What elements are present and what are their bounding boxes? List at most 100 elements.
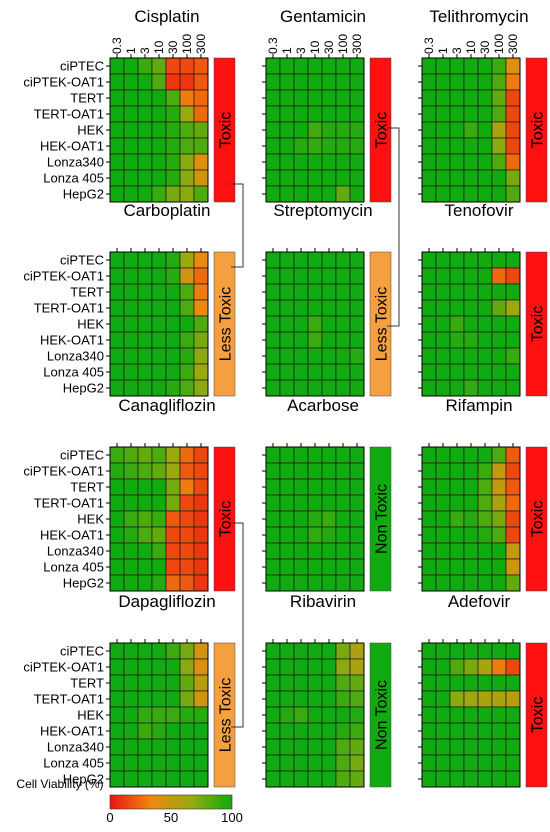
heat-cell [321,510,337,528]
heat-cell [463,478,479,496]
heat-cell [179,754,195,772]
heat-cell [491,658,507,676]
heat-cell [435,706,451,724]
heat-cell [165,121,181,139]
heat-cell [193,754,209,772]
heat-cell [293,299,309,317]
heat-cell [123,574,139,592]
heat-cell [477,89,493,107]
heat-cell [421,770,437,788]
heat-cell [151,121,167,139]
heat-cell [435,283,451,301]
heat-cell [477,642,493,660]
heat-cell [349,57,365,75]
heat-cell [151,770,167,788]
heat-cell [449,89,465,107]
colorbar-title: Cell Viability (%) [16,777,103,791]
heat-cell [151,89,167,107]
heat-cell [193,526,209,544]
heat-cell [293,738,309,756]
heat-cell [335,494,351,512]
heat-cell [179,169,195,187]
heat-cell [335,738,351,756]
heat-cell [293,267,309,285]
heat-cell [165,462,181,480]
heat-cell [179,267,195,285]
heat-cell [321,478,337,496]
heat-cell [137,494,153,512]
heat-cell [307,299,323,317]
classification-bar [369,446,392,592]
heat-cell [435,462,451,480]
heat-cell [265,510,281,528]
heat-cell [477,542,493,560]
heat-cell [421,379,437,397]
cell-line-label: ciPTEC [60,59,104,74]
heat-cell [421,169,437,187]
heat-cell [463,137,479,155]
heat-cell [321,446,337,464]
heat-cell [123,510,139,528]
cell-line-label: ciPTEK-OAT1 [23,660,104,675]
heat-cell [193,121,209,139]
heat-cell [463,251,479,269]
heat-cell [463,526,479,544]
heat-cell [477,169,493,187]
cell-line-label: TERT [70,285,104,300]
heat-cell [109,494,125,512]
heat-cell [109,347,125,365]
heat-cell [463,510,479,528]
heat-cell [491,510,507,528]
heat-cell [307,770,323,788]
heat-cell [123,251,139,269]
heat-cell [137,446,153,464]
heat-cell [179,299,195,317]
heat-cell [349,526,365,544]
heat-cell [123,267,139,285]
heat-cell [335,642,351,660]
heat-cell [477,73,493,91]
heat-cell [449,510,465,528]
heat-cell [179,526,195,544]
heat-cell [321,558,337,576]
heat-cell [151,363,167,381]
heat-cell [179,153,195,171]
heat-cell [165,690,181,708]
heat-cell [449,526,465,544]
cell-line-label: TERT [70,91,104,106]
heat-cell [265,267,281,285]
heat-cell [293,770,309,788]
heat-cell [463,642,479,660]
heat-cell [449,315,465,333]
cell-line-label: Lonza 405 [43,756,104,771]
heat-cell [435,137,451,155]
heat-cell [449,446,465,464]
heat-cell [421,105,437,123]
heat-cell [193,137,209,155]
heat-cell [421,137,437,155]
classification-bar [213,251,236,397]
heat-cell [193,722,209,740]
heat-cell [449,722,465,740]
heat-cell [265,558,281,576]
heat-cell [193,251,209,269]
heat-cell [477,283,493,301]
heat-cell [293,379,309,397]
bracket-connector [387,127,400,327]
heat-cell [477,315,493,333]
heat-cell [335,185,351,203]
heat-cell [463,89,479,107]
cell-line-label: Lonza340 [47,155,104,170]
heat-cell [279,331,295,349]
heat-cell [505,738,521,756]
heat-cell [307,379,323,397]
heat-cell [307,267,323,285]
heat-cell [435,379,451,397]
heat-cell [293,347,309,365]
heat-cell [109,315,125,333]
heat-cell [349,462,365,480]
heat-cell [335,446,351,464]
heat-cell [179,379,195,397]
heat-cell [193,315,209,333]
concentration-tick-label: 10 [152,40,166,54]
